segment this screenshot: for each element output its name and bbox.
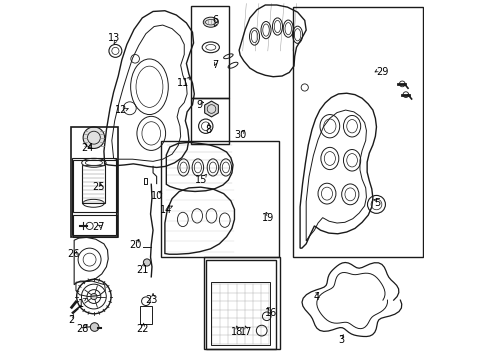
Text: 18: 18 (231, 327, 243, 337)
Text: 8: 8 (205, 125, 211, 135)
Bar (210, 282, 270, 345)
Bar (73, 215, 117, 237)
Bar (204, 257, 280, 348)
Text: 5: 5 (373, 198, 380, 208)
Text: 10: 10 (150, 191, 163, 201)
Bar (293, 7, 422, 257)
Text: 30: 30 (234, 130, 246, 140)
Bar (205, 260, 275, 348)
Bar (140, 306, 152, 324)
Text: 29: 29 (376, 67, 388, 77)
Text: 20: 20 (129, 239, 141, 249)
Text: 1: 1 (78, 299, 84, 309)
Text: 15: 15 (195, 175, 207, 185)
Text: 26: 26 (67, 248, 79, 258)
Text: 16: 16 (264, 308, 277, 318)
Text: 2: 2 (68, 315, 75, 325)
Circle shape (91, 293, 97, 300)
Text: 27: 27 (92, 222, 104, 231)
Circle shape (143, 259, 150, 266)
Circle shape (90, 323, 99, 331)
Text: 25: 25 (92, 182, 104, 192)
Bar (72, 158, 116, 234)
Text: 7: 7 (212, 60, 219, 70)
Text: 13: 13 (107, 33, 120, 43)
Ellipse shape (203, 17, 218, 27)
Text: 11: 11 (177, 78, 189, 88)
Bar (161, 141, 278, 257)
Circle shape (83, 127, 104, 148)
Bar (190, 98, 228, 144)
Bar (70, 127, 118, 237)
Text: 23: 23 (145, 295, 157, 305)
Bar (82, 165, 104, 203)
Text: 6: 6 (212, 15, 219, 26)
Text: 22: 22 (136, 324, 148, 334)
Text: 4: 4 (312, 292, 319, 302)
Text: 17: 17 (240, 327, 252, 337)
Text: 21: 21 (136, 265, 148, 275)
Text: 12: 12 (114, 105, 127, 115)
Polygon shape (204, 101, 218, 117)
Text: 3: 3 (338, 334, 344, 345)
Bar (190, 6, 228, 98)
Text: 19: 19 (261, 213, 273, 222)
Bar (73, 160, 117, 212)
Text: 9: 9 (196, 100, 203, 110)
Text: 14: 14 (159, 206, 171, 216)
Text: 24: 24 (81, 143, 93, 153)
Text: 28: 28 (76, 324, 88, 334)
